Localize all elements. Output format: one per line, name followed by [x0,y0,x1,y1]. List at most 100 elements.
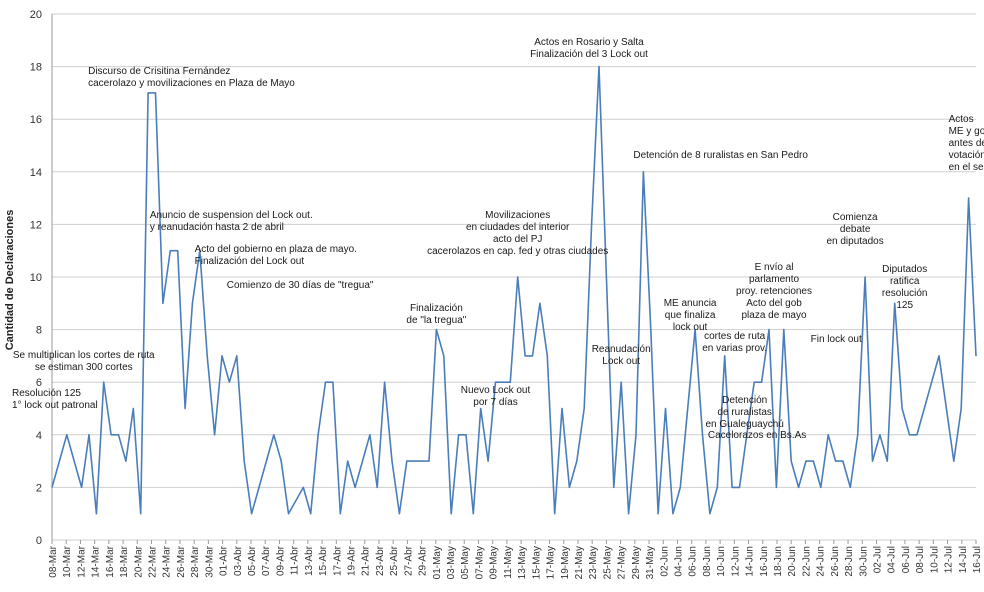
data-point [664,407,667,410]
annotation-line: lock out [673,322,708,333]
data-point [391,460,393,462]
x-tick-label: 21-Abr [361,545,372,576]
x-tick-label: 29-Abr [418,545,429,576]
data-point [361,460,364,462]
data-point [805,460,807,462]
data-point [347,460,349,462]
y-tick-label: 18 [30,62,42,74]
x-tick-labels: 08-Mar 10-Mar 12-Mar 14-Mar 16-Mar 18-Mar 20-M… [48,540,983,579]
y-tick-label: 16 [30,114,42,126]
x-tick-label: 31-May [645,546,656,579]
y-axis-label: Cantidad de Declaraciones [4,210,16,351]
annotation-line: en el senado [949,162,984,173]
x-tick-label: 05-Abr [247,545,258,576]
x-tick-label: 03-Abr [233,545,244,576]
data-point [310,513,312,515]
data-point [265,460,267,462]
annotation-line: Finalización [410,303,463,314]
annotation-line: proy. retenciones [736,286,812,297]
annotation-line: cacerolazo y movilizaciones en Plaza de … [88,78,295,89]
x-tick-label: 13-Abr [304,545,315,576]
x-tick-label: 09-Abr [275,545,286,576]
data-point [117,434,120,436]
x-tick-label: 08-Jul [915,546,926,573]
data-point [605,276,608,278]
annotation-line: parlamento [749,274,799,285]
data-point [154,92,157,94]
data-point [287,513,290,515]
x-tick-label: 26-Jun [830,546,841,577]
annotation-line: de "la tregua" [406,315,466,326]
data-point [376,486,378,488]
data-point [457,434,460,436]
data-point [177,250,179,252]
x-tick-label: 06-Jul [901,546,912,573]
annotation-line: votación [949,150,984,161]
data-point [406,460,408,462]
data-point [472,513,474,515]
x-tick-label: 18-Mar [119,545,130,577]
data-point [827,434,829,436]
data-point [591,223,593,225]
x-tick-label: 27-May [617,546,628,579]
x-tick-label: 14-Jul [958,546,969,573]
x-tick-label: 21-May [574,546,585,579]
x-tick-label: 23-May [588,546,599,579]
annotation-line: de ruralistas [717,407,771,418]
data-point [916,434,918,436]
data-point [953,460,955,462]
data-point [687,407,689,410]
data-point [546,355,548,357]
annotation-line: cortes de ruta [704,331,766,342]
data-point [132,407,134,410]
data-point [945,407,948,410]
annotation-line: ratifica [890,276,920,287]
data-point [110,434,112,436]
x-tick-label: 24-Jun [816,546,827,577]
annotation-line: acto del PJ [493,234,542,245]
x-tick-label: 10-Jul [929,546,940,573]
x-tick-label: 17-Abr [332,545,343,576]
data-point [524,355,526,357]
x-tick-label: 16-Jul [972,546,983,573]
annotation: Acto del gobierno en plaza de mayo.Final… [195,244,357,267]
data-point [324,381,327,383]
data-point [421,460,423,462]
data-point [672,513,674,515]
data-point [679,486,681,488]
data-point [746,434,748,436]
data-point [901,407,903,410]
data-point [790,460,792,462]
data-point [73,460,75,462]
data-point [768,329,770,331]
annotation-line: Fin lock out [811,334,862,345]
x-tick-label: 02-Jun [659,546,670,577]
data-point [206,355,208,357]
data-point [701,434,704,436]
annotation: Cacelorazos en Bs.As [708,430,806,441]
x-tick-label: 20-Jun [787,546,798,577]
x-tick-label: 15-Abr [318,545,329,576]
data-point [620,381,622,383]
annotation-line: Reanudación [592,344,651,355]
data-point [369,434,371,436]
x-tick-label: 22-Mar [148,545,159,577]
y-tick-label: 10 [30,272,42,284]
data-point [66,434,68,436]
data-point [820,486,822,488]
data-point [384,381,386,383]
data-point [221,355,223,357]
data-point [332,381,334,383]
y-tick-label: 0 [36,535,42,547]
x-tick-label: 04-Jun [673,546,684,577]
x-tick-label: 03-May [446,546,457,579]
data-point [968,197,970,199]
data-point [295,499,297,502]
